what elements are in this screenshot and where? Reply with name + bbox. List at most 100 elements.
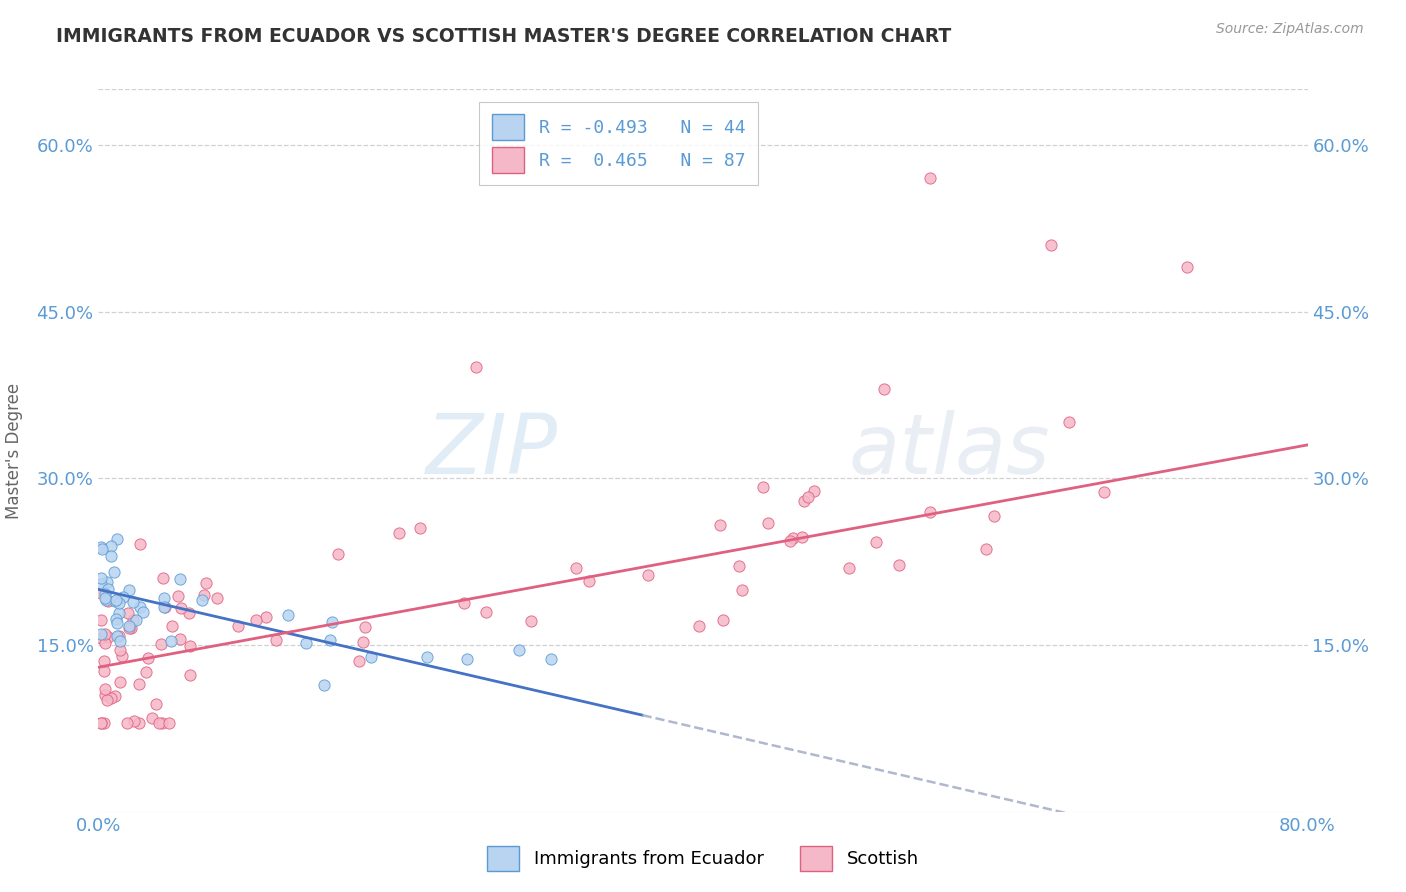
- Point: [117, 618, 139, 632]
- Point: [409, 521, 432, 535]
- Point: [94, 593, 117, 607]
- Point: [128, 537, 150, 551]
- Point: [100, 549, 122, 563]
- Point: [360, 650, 382, 665]
- Point: [465, 360, 488, 375]
- Point: [918, 171, 941, 186]
- Point: [920, 505, 942, 519]
- Point: [93, 591, 115, 606]
- Point: [152, 571, 174, 585]
- Point: [540, 652, 562, 666]
- Point: [731, 582, 754, 597]
- Point: [117, 621, 139, 635]
- Point: [104, 689, 127, 703]
- Point: [97, 594, 120, 608]
- Point: [128, 677, 150, 691]
- Point: [90, 631, 112, 645]
- Point: [797, 490, 820, 504]
- Point: [112, 591, 135, 605]
- Point: [520, 614, 543, 628]
- Point: [94, 587, 117, 601]
- Point: [108, 628, 131, 642]
- Point: [193, 588, 215, 602]
- Point: [1175, 260, 1198, 274]
- Point: [838, 561, 860, 575]
- Point: [93, 654, 115, 668]
- Point: [90, 540, 112, 554]
- Point: [93, 715, 115, 730]
- Point: [169, 632, 191, 646]
- Point: [148, 715, 170, 730]
- Point: [564, 561, 586, 575]
- Point: [179, 668, 201, 682]
- Point: [96, 693, 118, 707]
- Point: [108, 675, 131, 690]
- Point: [207, 591, 229, 605]
- Point: [94, 635, 117, 649]
- Point: [120, 621, 142, 635]
- Point: [100, 691, 122, 706]
- Point: [578, 574, 600, 589]
- Point: [150, 715, 173, 730]
- Point: [889, 558, 911, 572]
- Point: [1057, 415, 1080, 429]
- Point: [111, 649, 134, 664]
- Point: [637, 568, 659, 582]
- Point: [122, 613, 145, 627]
- Point: [169, 572, 191, 586]
- Point: [94, 688, 117, 702]
- Point: [105, 615, 128, 630]
- Point: [90, 627, 112, 641]
- Point: [865, 535, 887, 549]
- Point: [128, 715, 150, 730]
- Point: [105, 532, 128, 546]
- Point: [226, 619, 249, 633]
- Point: [145, 697, 167, 711]
- Text: Source: ZipAtlas.com: Source: ZipAtlas.com: [1216, 22, 1364, 37]
- Point: [983, 508, 1005, 523]
- Legend: Immigrants from Ecuador, Scottish: Immigrants from Ecuador, Scottish: [479, 838, 927, 879]
- Point: [782, 531, 804, 545]
- Point: [264, 632, 287, 647]
- Point: [170, 601, 193, 615]
- Point: [328, 547, 350, 561]
- Point: [388, 526, 411, 541]
- Point: [177, 606, 200, 620]
- Point: [141, 711, 163, 725]
- Point: [1092, 485, 1115, 500]
- Point: [756, 516, 779, 531]
- Point: [160, 634, 183, 648]
- Point: [107, 597, 129, 611]
- Point: [104, 593, 127, 607]
- Point: [709, 518, 731, 533]
- Point: [97, 631, 120, 645]
- Point: [115, 715, 138, 730]
- Point: [118, 582, 141, 597]
- Point: [321, 615, 343, 629]
- Point: [160, 619, 183, 633]
- Point: [456, 651, 478, 665]
- Point: [136, 651, 159, 665]
- Point: [153, 600, 176, 615]
- Point: [713, 613, 735, 627]
- Point: [90, 715, 112, 730]
- Point: [90, 715, 112, 730]
- Point: [319, 633, 342, 648]
- Point: [135, 665, 157, 680]
- Point: [790, 530, 813, 544]
- Point: [453, 596, 475, 610]
- Point: [976, 541, 998, 556]
- Point: [149, 637, 172, 651]
- Point: [354, 620, 377, 634]
- Text: ZIP: ZIP: [426, 410, 558, 491]
- Point: [91, 541, 114, 556]
- Point: [873, 382, 896, 396]
- Legend: R = -0.493   N = 44, R =  0.465   N = 87: R = -0.493 N = 44, R = 0.465 N = 87: [479, 102, 758, 186]
- Point: [90, 586, 112, 600]
- Point: [94, 682, 117, 697]
- Y-axis label: Master's Degree: Master's Degree: [4, 383, 22, 518]
- Point: [508, 643, 530, 657]
- Point: [752, 480, 775, 494]
- Point: [97, 582, 120, 596]
- Point: [688, 618, 710, 632]
